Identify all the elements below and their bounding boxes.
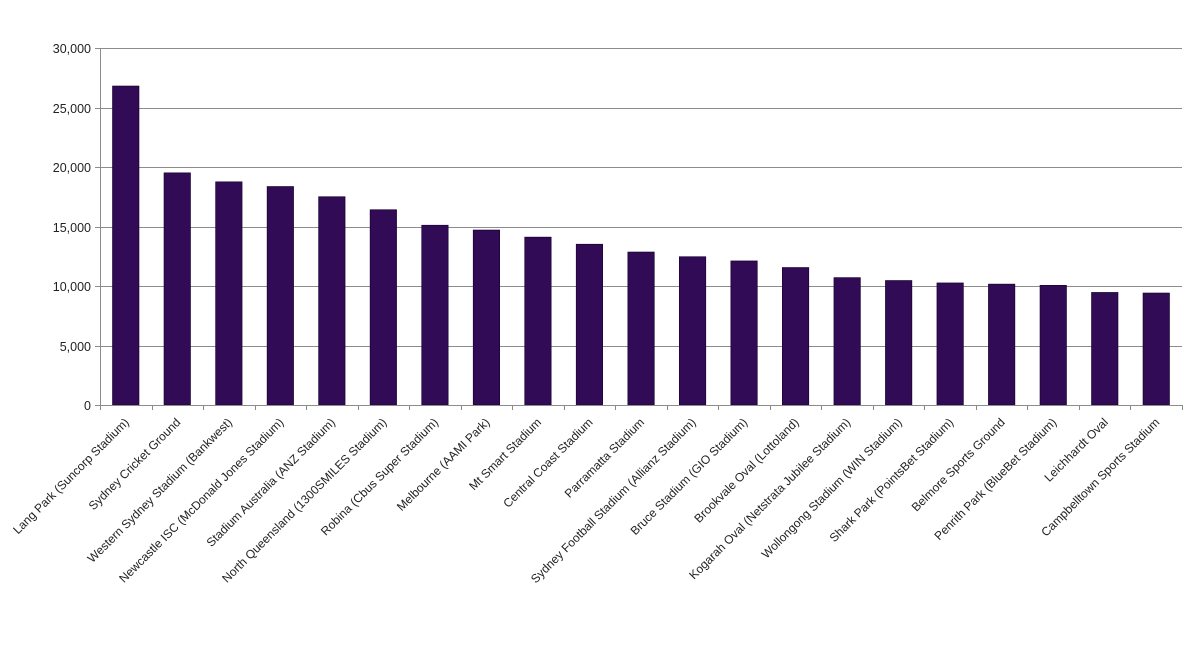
bar: Central Coast Stadium: 13,500 bbox=[575, 243, 603, 406]
y-tick-label: 5,000 bbox=[60, 340, 91, 354]
bar: Shark Park (PointsBet Stadium): 10,250 bbox=[936, 282, 964, 406]
bar: Stadium Australia (ANZ Stadium): 17,500 bbox=[318, 196, 346, 406]
bar: Western Sydney Stadium (Bankwest): 18,75… bbox=[215, 181, 243, 406]
bar: Parramatta Stadium: 12,850 bbox=[627, 251, 655, 406]
bar: Belmore Sports Ground: 10,150 bbox=[988, 283, 1016, 406]
bar: Wollongong Stadium (WIN Stadium): 10,450 bbox=[885, 280, 913, 406]
bar: Brookvale Oval (Lottoland): 11,550 bbox=[782, 267, 810, 406]
y-tick-label: 10,000 bbox=[53, 280, 91, 294]
y-tick-label: 30,000 bbox=[53, 42, 91, 56]
y-tick-label: 25,000 bbox=[53, 102, 91, 116]
bar: Sydney Football Stadium (Allianz Stadium… bbox=[679, 256, 707, 406]
bar: Kogarah Oval (Netstrata Jubilee Stadium)… bbox=[833, 277, 861, 406]
x-tick-label: Brookvale Oval (Lottoland) bbox=[691, 415, 801, 525]
x-tick-label: Sydney Cricket Ground bbox=[86, 415, 184, 513]
bar: Leichhardt Oval: 9,450 bbox=[1091, 292, 1119, 406]
bar: Penrith Park (BlueBet Stadium): 10,050 bbox=[1039, 284, 1067, 406]
bar: Newcastle ISC (McDonald Jones Stadium): … bbox=[266, 186, 294, 406]
y-tick-label: 20,000 bbox=[53, 161, 91, 175]
bar: Melbourne (AAMI Park): 14,700 bbox=[472, 229, 500, 406]
bar: Lang Park (Suncorp Stadium): 26,800 bbox=[112, 85, 140, 406]
y-tick-label: 0 bbox=[84, 399, 91, 413]
x-tick-label: Central Coast Stadium bbox=[500, 415, 595, 510]
bar: Campbelltown Sports Stadium: 9,400 bbox=[1142, 292, 1170, 406]
bar: North Queensland (1300SMILES Stadium): 1… bbox=[369, 209, 397, 406]
x-tick-label: Melbourne (AAMI Park) bbox=[394, 415, 493, 514]
y-axis: 0 5,000 10,000 15,000 20,000 25,000 30,000 bbox=[53, 42, 101, 413]
bar: Sydney Cricket Ground: 19,500 bbox=[163, 172, 191, 406]
bar: Robina (Cbus Super Stadium): 15,100 bbox=[421, 224, 449, 406]
y-tick-label: 15,000 bbox=[53, 221, 91, 235]
bars: Lang Park (Suncorp Stadium): 26,800 Sydne… bbox=[112, 85, 1170, 406]
x-axis: Lang Park (Suncorp Stadium)Sydney Cricke… bbox=[10, 405, 1183, 586]
bar: Bruce Stadium (GIO Stadium): 12,100 bbox=[730, 260, 758, 406]
x-tick-label: Belmore Sports Ground bbox=[909, 415, 1008, 514]
bar: Mt Smart Stadium: 14,100 bbox=[524, 236, 552, 406]
